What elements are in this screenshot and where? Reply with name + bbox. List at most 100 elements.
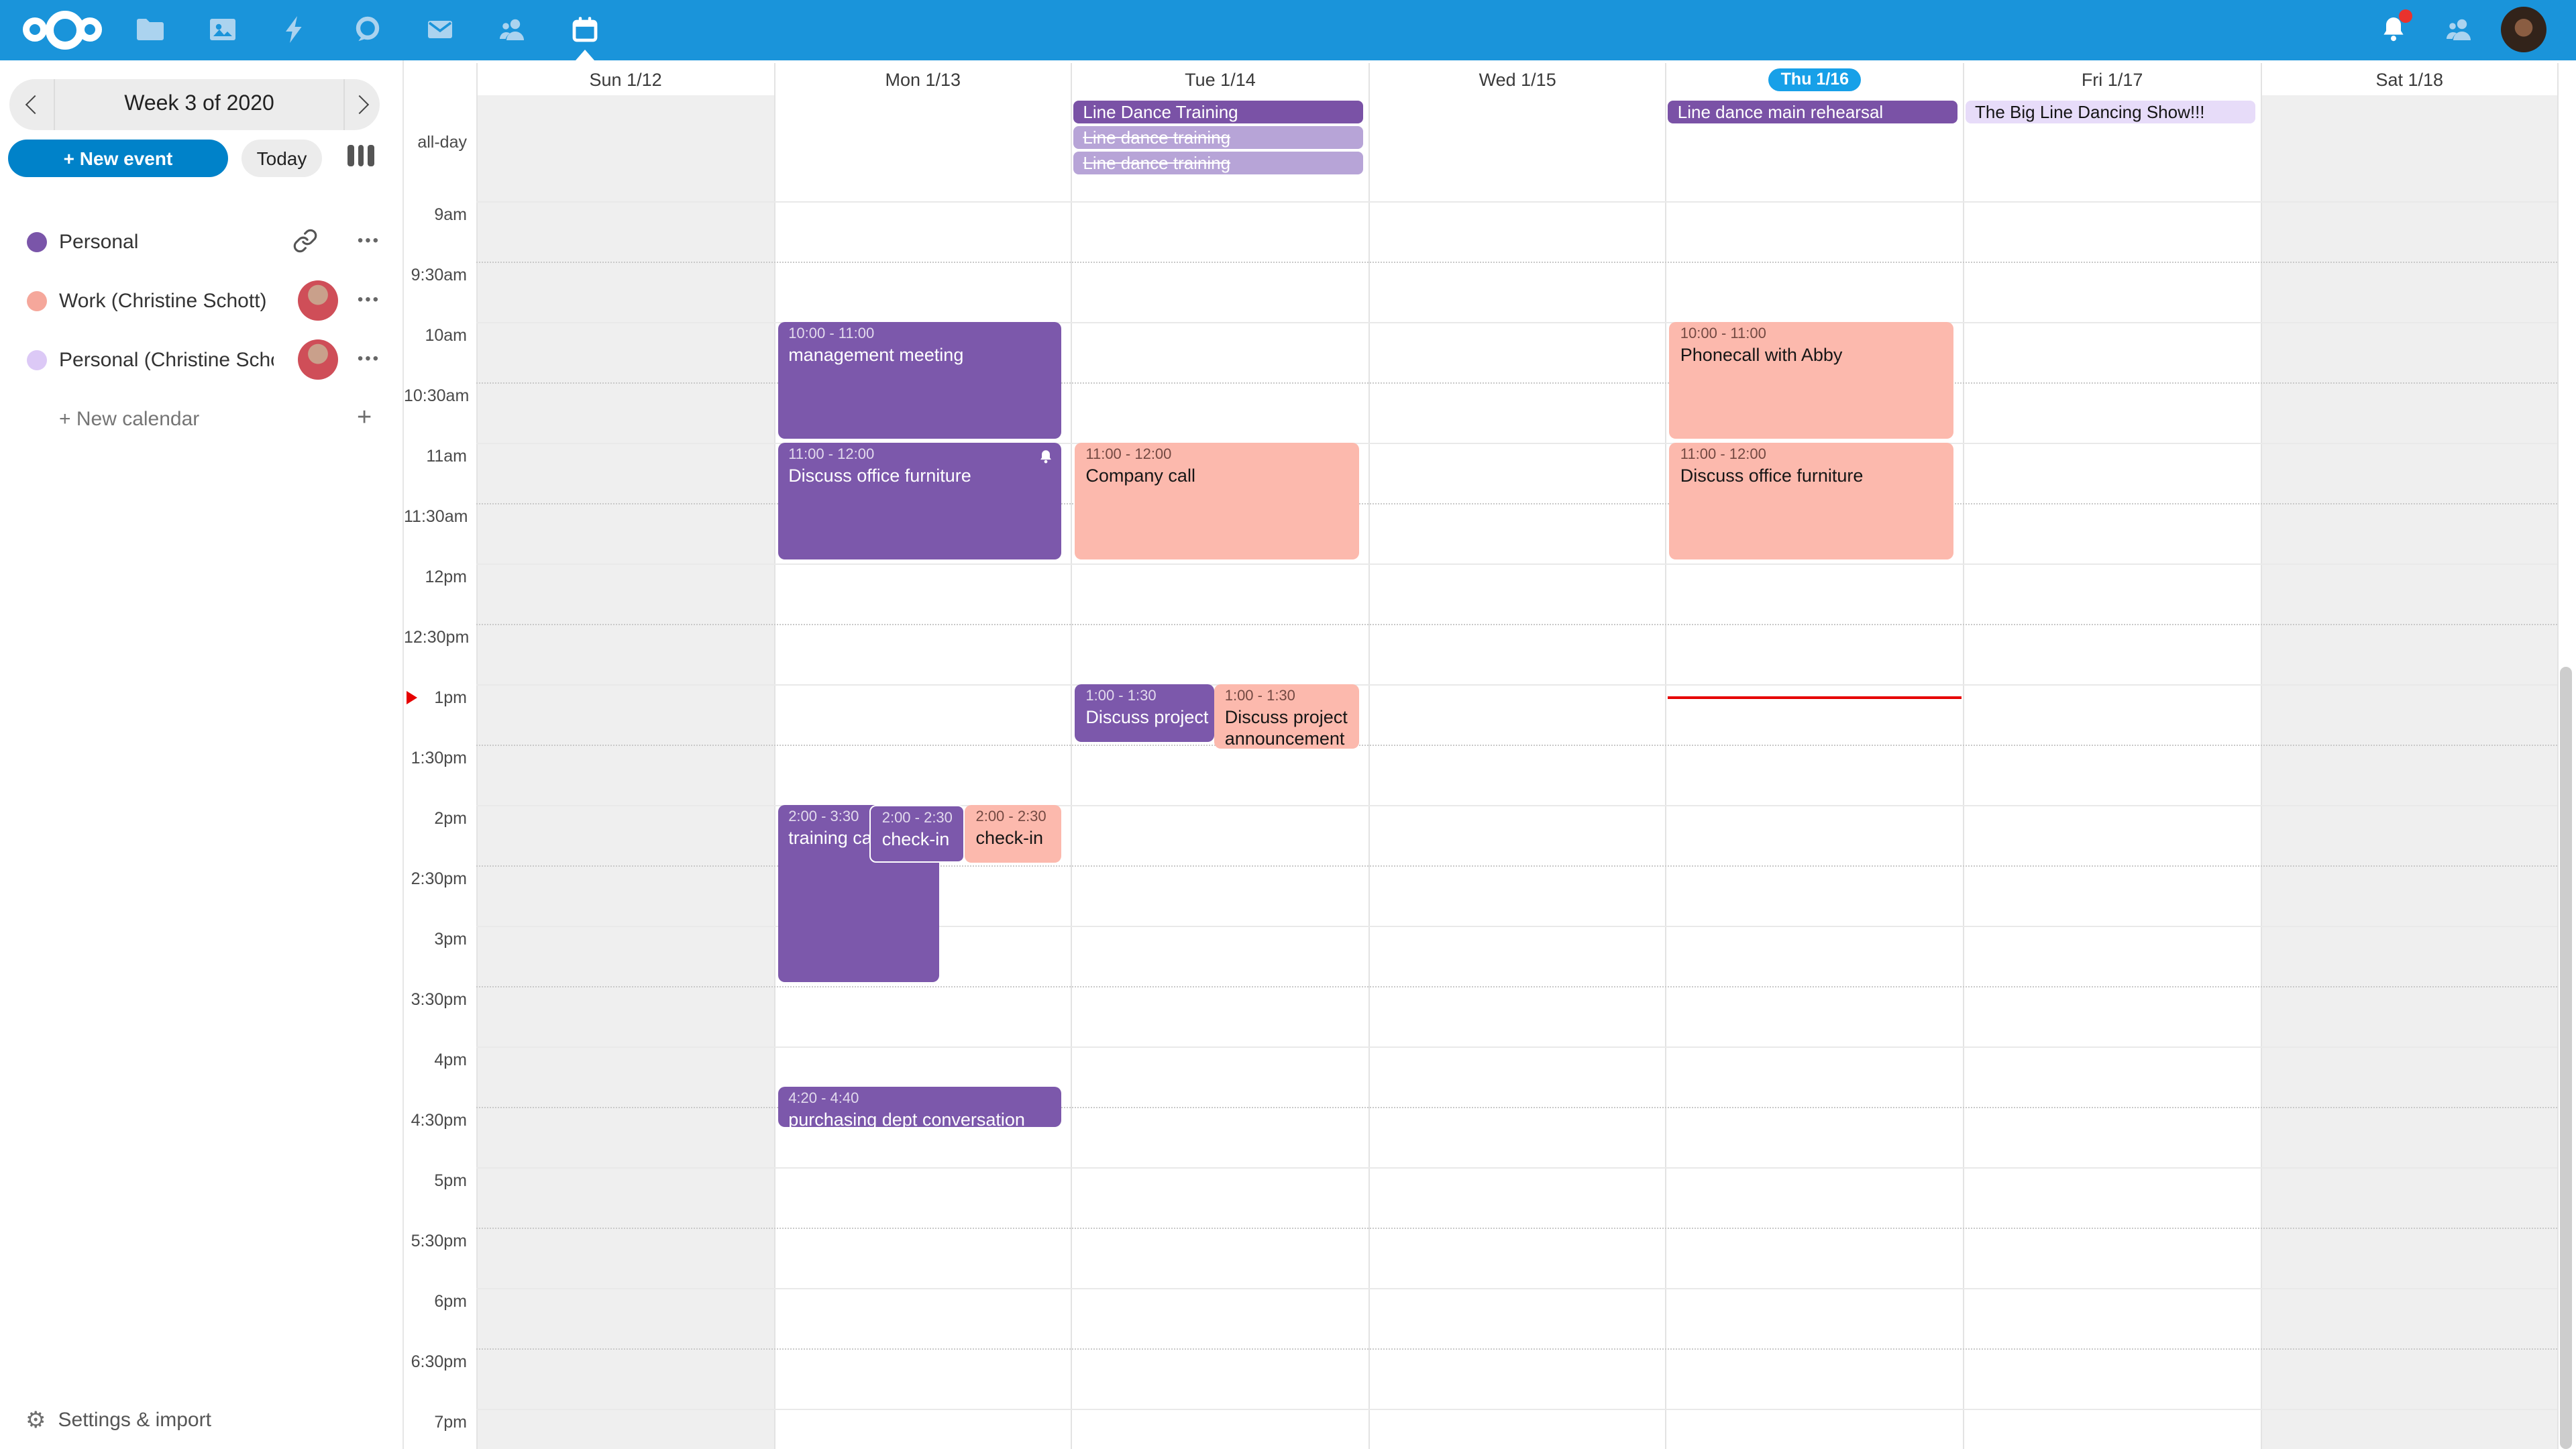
- calendar-actions-menu[interactable]: •••: [357, 231, 381, 250]
- half-hour-line: [476, 1228, 2557, 1229]
- calendar-week-view: Sun 1/12 Mon 1/13 Tue 1/14 Wed 1/15 Thu 1/16…: [404, 60, 2576, 1449]
- event[interactable]: 10:00 - 11:00 Phonecall with Abby: [1669, 322, 1953, 439]
- hour-line: [476, 1167, 2557, 1169]
- day-header[interactable]: Tue 1/14: [1071, 63, 1368, 95]
- talk-icon[interactable]: [345, 7, 390, 52]
- time-label: 6:30pm: [411, 1352, 467, 1371]
- day-header[interactable]: Sun 1/12: [476, 63, 773, 95]
- event[interactable]: 2:00 - 2:30 check-in: [869, 805, 965, 863]
- calendar-list-item[interactable]: Work (Christine Schott) •••: [0, 271, 402, 330]
- day-column[interactable]: [2260, 189, 2558, 1449]
- day-column[interactable]: 10:00 - 11:00 management meeting 11:00 - 1…: [773, 189, 1071, 1449]
- day-header-label: Sun 1/12: [589, 69, 662, 89]
- day-column[interactable]: 11:00 - 12:00 Company call 1:00 - 1:30 Disc…: [1071, 189, 1368, 1449]
- day-header[interactable]: Fri 1/17: [1963, 63, 2260, 95]
- calendar-actions-menu[interactable]: •••: [357, 290, 381, 309]
- settings-import-button[interactable]: ⚙ Settings & import: [0, 1401, 211, 1438]
- allday-cell[interactable]: [1665, 95, 1963, 189]
- new-calendar-button[interactable]: + New calendar +: [0, 389, 402, 448]
- event[interactable]: 11:00 - 12:00 Discuss office furniture: [1669, 443, 1953, 559]
- mail-icon[interactable]: [417, 7, 463, 52]
- allday-cell[interactable]: [2260, 95, 2558, 189]
- time-label: 2pm: [434, 809, 467, 828]
- event[interactable]: 1:00 - 1:30 Discuss project announcement: [1075, 684, 1214, 742]
- calendar-list-item[interactable]: Personal •••: [0, 212, 402, 271]
- day-header-today[interactable]: Thu 1/16: [1665, 63, 1963, 95]
- settings-label: Settings & import: [58, 1408, 211, 1431]
- day-column[interactable]: [476, 189, 774, 1449]
- half-hour-line: [476, 262, 2557, 263]
- day-column[interactable]: [1963, 189, 2260, 1449]
- event-time: 2:00 - 2:30: [975, 809, 1046, 825]
- new-event-button[interactable]: + New event: [8, 140, 228, 177]
- share-link-icon[interactable]: [292, 228, 318, 260]
- allday-cell[interactable]: [1071, 95, 1368, 189]
- user-avatar[interactable]: [2501, 7, 2546, 52]
- allday-event[interactable]: The Big Line Dancing Show!!!: [1966, 101, 2255, 123]
- day-header[interactable]: Mon 1/13: [773, 63, 1071, 95]
- event[interactable]: 11:00 - 12:00 Company call: [1075, 443, 1359, 559]
- allday-event[interactable]: Line dance training: [1073, 126, 1363, 149]
- photos-icon[interactable]: [200, 7, 246, 52]
- time-label: 1pm: [434, 688, 467, 707]
- day-header[interactable]: Sat 1/18: [2260, 63, 2557, 95]
- nextcloud-logo-icon[interactable]: [23, 11, 102, 50]
- calendar-actions-menu[interactable]: •••: [357, 349, 381, 368]
- half-hour-line: [476, 382, 2557, 384]
- event[interactable]: 4:20 - 4:40 purchasing dept conversation: [777, 1087, 1062, 1127]
- scrollbar[interactable]: [2560, 667, 2572, 1449]
- notifications-bell-icon[interactable]: [2371, 7, 2416, 52]
- day-header-label: Tue 1/14: [1185, 69, 1256, 89]
- active-app-indicator: [576, 50, 594, 60]
- day-header-label: Fri 1/17: [2081, 69, 2143, 89]
- event[interactable]: 2:00 - 2:30 check-in: [965, 805, 1062, 863]
- current-time-arrow-icon: [407, 691, 417, 704]
- event-time: 2:00 - 3:30: [788, 809, 859, 825]
- event[interactable]: 1:00 - 1:30 Discuss project announcement: [1214, 684, 1359, 749]
- event-title: Company call: [1085, 466, 1195, 486]
- today-button[interactable]: Today: [241, 140, 322, 177]
- time-label: 10am: [425, 326, 467, 345]
- day-header-label: Thu 1/16: [1768, 68, 1862, 91]
- activity-icon[interactable]: [272, 7, 318, 52]
- time-label: 3pm: [434, 930, 467, 949]
- grid-right-border: [2557, 63, 2559, 1449]
- day-column[interactable]: 10:00 - 11:00 Phonecall with Abby 11:00 - …: [1665, 189, 1963, 1449]
- event-title: Discuss office furniture: [1680, 466, 1864, 486]
- hour-line: [476, 201, 2557, 203]
- allday-cell[interactable]: [1368, 95, 1666, 189]
- event-title: Discuss office furniture: [788, 466, 971, 486]
- files-icon[interactable]: [127, 7, 173, 52]
- day-column[interactable]: [1368, 189, 1666, 1449]
- allday-cell[interactable]: [476, 95, 774, 189]
- allday-cell[interactable]: [1963, 95, 2260, 189]
- contacts-icon[interactable]: [490, 7, 535, 52]
- hour-line: [476, 564, 2557, 565]
- next-week-button[interactable]: [343, 79, 380, 130]
- allday-event[interactable]: Line dance training: [1073, 152, 1363, 174]
- time-label: 11:30am: [404, 507, 468, 526]
- event-time: 1:00 - 1:30: [1085, 688, 1157, 704]
- calendar-color-dot: [27, 231, 47, 252]
- allday-cell[interactable]: [773, 95, 1071, 189]
- view-toggle-icon[interactable]: [347, 145, 374, 166]
- event-time: 10:00 - 11:00: [1680, 326, 1766, 342]
- event-time: 11:00 - 12:00: [1085, 447, 1172, 463]
- previous-week-button[interactable]: [9, 79, 55, 130]
- time-label: 3:30pm: [411, 990, 467, 1009]
- day-header[interactable]: Wed 1/15: [1368, 63, 1666, 95]
- event[interactable]: 11:00 - 12:00 Discuss office furniture: [777, 443, 1062, 559]
- half-hour-line: [476, 503, 2557, 504]
- contacts-menu-icon[interactable]: [2436, 7, 2482, 52]
- allday-event[interactable]: Line dance main rehearsal: [1668, 101, 1957, 123]
- event-title: purchasing dept conversation: [788, 1110, 1025, 1127]
- notification-badge: [2399, 9, 2412, 23]
- event[interactable]: 10:00 - 11:00 management meeting: [777, 322, 1062, 439]
- event-title: check-in: [881, 829, 950, 849]
- calendar-icon[interactable]: [562, 7, 608, 52]
- allday-event[interactable]: Line Dance Training: [1073, 101, 1363, 123]
- calendar-list-item[interactable]: Personal (Christine Scho… •••: [0, 330, 402, 389]
- day-header-label: Mon 1/13: [885, 69, 961, 89]
- half-hour-line: [476, 1107, 2557, 1108]
